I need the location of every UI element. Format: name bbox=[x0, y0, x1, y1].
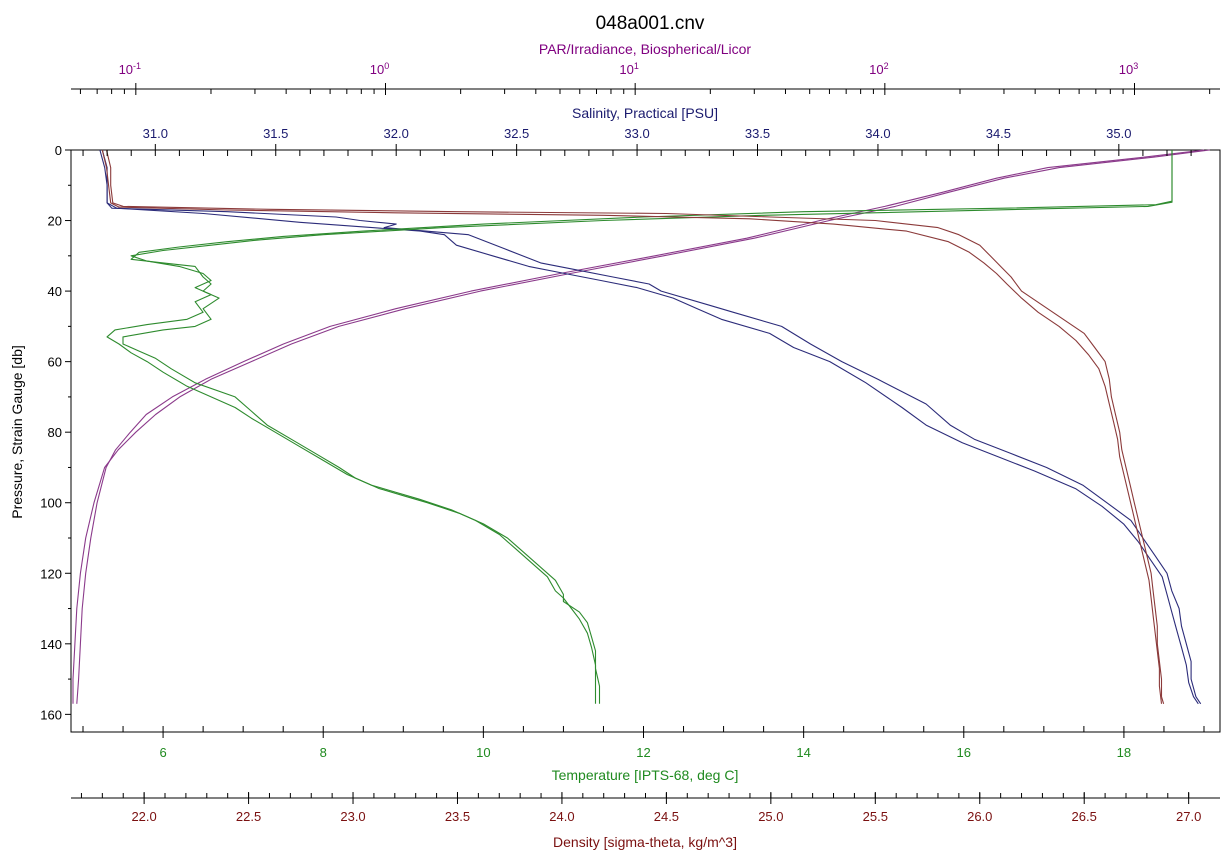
salinity-profile-line-2 bbox=[99, 149, 1199, 705]
par-tick-exponent: -1 bbox=[133, 61, 141, 71]
par-tick-base: 10 bbox=[619, 62, 633, 77]
par-tick-label: 10-1 bbox=[119, 61, 141, 77]
pressure-tick-label: 100 bbox=[40, 496, 62, 511]
par-tick-exponent: 3 bbox=[1133, 61, 1138, 71]
salinity-tick-label: 33.5 bbox=[745, 126, 770, 141]
density-tick-label: 22.5 bbox=[236, 809, 261, 824]
temperature-tick-label: 10 bbox=[476, 745, 490, 760]
density-profile-line-1 bbox=[105, 149, 1165, 704]
temperature-profile-line-1 bbox=[122, 150, 1173, 704]
density-tick-label: 27.0 bbox=[1176, 809, 1201, 824]
par-tick-exponent: 1 bbox=[634, 61, 639, 71]
par-tick-base: 10 bbox=[869, 62, 883, 77]
par-tick-exponent: 2 bbox=[884, 61, 889, 71]
density-tick-label: 22.0 bbox=[131, 809, 156, 824]
par-tick-label: 100 bbox=[370, 61, 389, 77]
par-tick-label: 101 bbox=[619, 61, 638, 77]
pressure-axis-title: Pressure, Strain Gauge [db] bbox=[9, 345, 25, 519]
temperature-profile-line-2 bbox=[106, 150, 1173, 704]
pressure-tick-label: 160 bbox=[40, 707, 62, 722]
density-axis-title: Density [sigma-theta, kg/m^3] bbox=[553, 834, 737, 850]
density-tick-label: 23.0 bbox=[340, 809, 365, 824]
pressure-tick-label: 80 bbox=[48, 425, 62, 440]
density-tick-label: 26.0 bbox=[967, 809, 992, 824]
density-tick-label: 25.0 bbox=[758, 809, 783, 824]
density-profile-line-2 bbox=[101, 149, 1163, 704]
temperature-tick-label: 18 bbox=[1117, 745, 1131, 760]
density-tick-label: 25.5 bbox=[863, 809, 888, 824]
pressure-tick-label: 140 bbox=[40, 637, 62, 652]
par-axis-title: PAR/Irradiance, Biospherical/Licor bbox=[539, 41, 752, 57]
pressure-tick-label: 120 bbox=[40, 566, 62, 581]
salinity-tick-label: 32.0 bbox=[384, 126, 409, 141]
data-series bbox=[72, 149, 1210, 705]
par-tick-base: 10 bbox=[119, 62, 133, 77]
temperature-axis-title: Temperature [IPTS-68, deg C] bbox=[552, 767, 739, 783]
temperature-tick-label: 8 bbox=[320, 745, 327, 760]
salinity-profile-line-1 bbox=[101, 149, 1202, 705]
plot-border bbox=[70, 149, 1221, 733]
salinity-tick-label: 31.5 bbox=[263, 126, 288, 141]
pressure-tick-label: 20 bbox=[48, 214, 62, 229]
par-tick-exponent: 0 bbox=[384, 61, 389, 71]
par-tick-label: 102 bbox=[869, 61, 888, 77]
chart-title: 048a001.cnv bbox=[596, 13, 705, 34]
salinity-tick-label: 34.5 bbox=[986, 126, 1011, 141]
pressure-tick-label: 0 bbox=[55, 143, 62, 158]
pressure-tick-label: 40 bbox=[48, 284, 62, 299]
salinity-tick-label: 33.0 bbox=[624, 126, 649, 141]
density-tick-label: 26.5 bbox=[1072, 809, 1097, 824]
par-profile-line-2 bbox=[76, 149, 1205, 704]
density-tick-label: 23.5 bbox=[445, 809, 470, 824]
par-tick-base: 10 bbox=[370, 62, 384, 77]
salinity-axis-title: Salinity, Practical [PSU] bbox=[572, 105, 718, 121]
temperature-tick-label: 16 bbox=[957, 745, 971, 760]
salinity-tick-label: 35.0 bbox=[1106, 126, 1131, 141]
temperature-tick-label: 6 bbox=[159, 745, 166, 760]
par-profile-line-1 bbox=[72, 149, 1210, 704]
temperature-tick-label: 14 bbox=[796, 745, 810, 760]
pressure-tick-label: 60 bbox=[48, 355, 62, 370]
salinity-tick-label: 32.5 bbox=[504, 126, 529, 141]
salinity-tick-label: 31.0 bbox=[143, 126, 168, 141]
salinity-tick-label: 34.0 bbox=[865, 126, 890, 141]
density-tick-label: 24.0 bbox=[549, 809, 574, 824]
plot-frame bbox=[70, 149, 1221, 733]
temperature-tick-label: 12 bbox=[636, 745, 650, 760]
density-tick-label: 24.5 bbox=[654, 809, 679, 824]
par-tick-base: 10 bbox=[1119, 62, 1133, 77]
par-tick-label: 103 bbox=[1119, 61, 1138, 77]
